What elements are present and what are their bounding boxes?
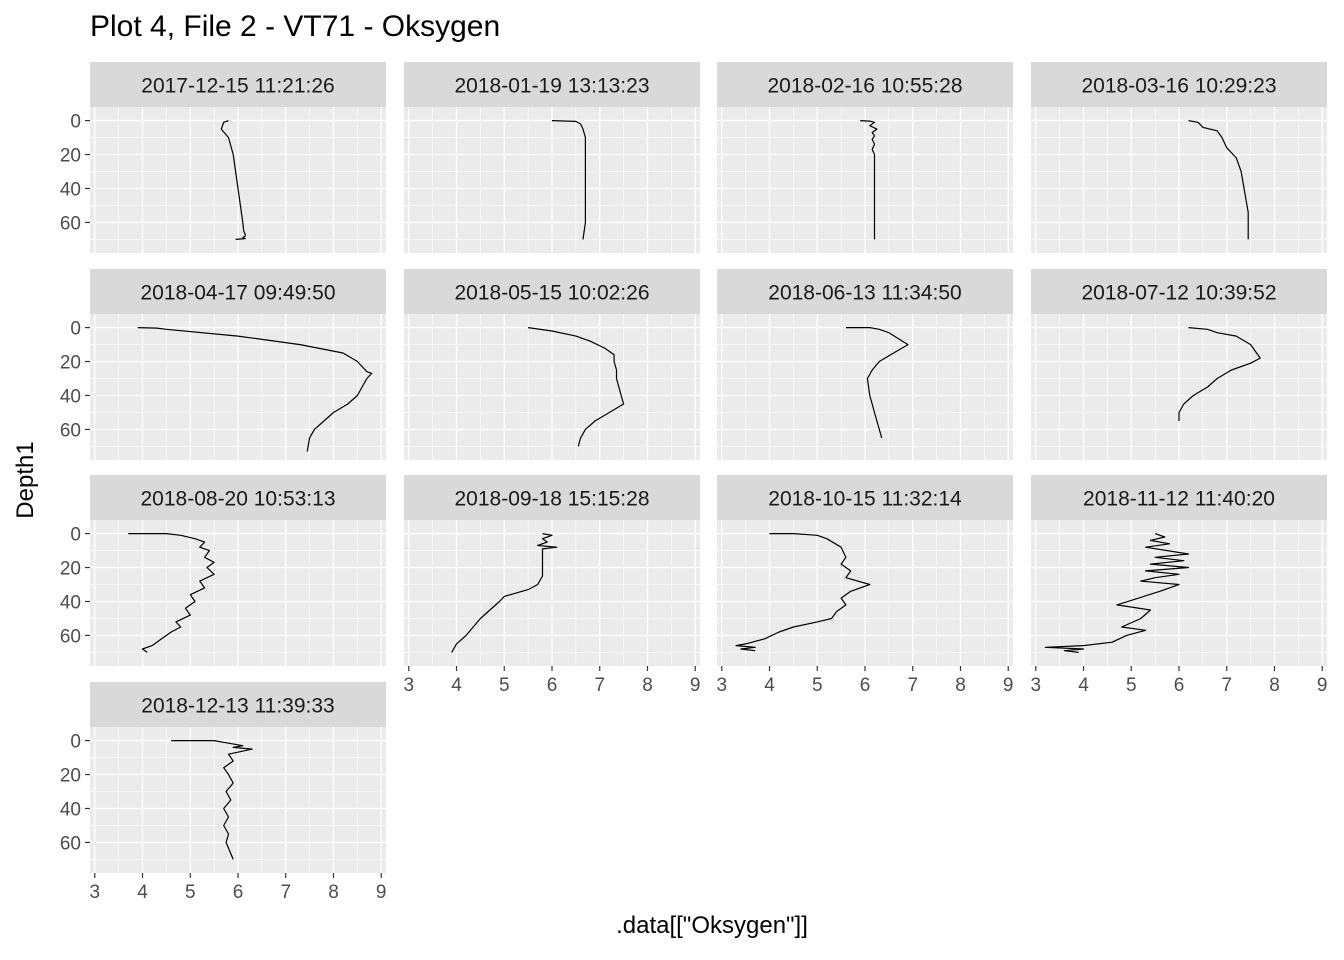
x-tick-label: 5 bbox=[185, 882, 196, 903]
x-tick-label: 5 bbox=[499, 675, 510, 696]
facet-strip bbox=[1031, 269, 1327, 314]
facet-strip bbox=[717, 62, 1013, 107]
x-tick-label: 4 bbox=[764, 675, 775, 696]
facet-strip-label: 2017-12-15 11:21:26 bbox=[141, 75, 334, 98]
facet-strip-label: 2018-07-12 10:39:52 bbox=[1082, 282, 1277, 305]
x-tick-label: 9 bbox=[376, 882, 387, 903]
facet-strip bbox=[404, 269, 700, 314]
y-tick-label: 0 bbox=[70, 732, 81, 753]
facet-strip-label: 2018-12-13 11:39:33 bbox=[141, 695, 334, 718]
y-tick-label: 60 bbox=[60, 626, 81, 647]
facet-strip-label: 2018-11-12 11:40:20 bbox=[1083, 488, 1275, 511]
y-tick-label: 40 bbox=[60, 386, 81, 407]
profile-line bbox=[137, 327, 373, 452]
x-axis-label: .data[["Oksygen"]] bbox=[616, 912, 808, 939]
profile-line bbox=[1178, 327, 1261, 421]
y-tick-label: 60 bbox=[60, 213, 81, 234]
y-tick-label: 40 bbox=[60, 592, 81, 613]
y-axis-label: Depth1 bbox=[12, 441, 39, 519]
facet-strip bbox=[404, 475, 700, 520]
x-tick-label: 9 bbox=[1003, 675, 1014, 696]
x-tick-label: 7 bbox=[280, 882, 291, 903]
profile-line bbox=[1044, 533, 1190, 653]
y-tick-label: 40 bbox=[60, 179, 81, 200]
x-tick-label: 6 bbox=[1174, 675, 1185, 696]
facet-strip bbox=[90, 475, 386, 520]
facet-strip bbox=[90, 682, 386, 727]
x-tick-label: 6 bbox=[547, 675, 558, 696]
x-tick-label: 6 bbox=[860, 675, 871, 696]
x-tick-label: 4 bbox=[451, 675, 462, 696]
x-tick-label: 3 bbox=[1030, 675, 1041, 696]
facet-strip-label: 2018-06-13 11:34:50 bbox=[768, 282, 961, 305]
profile-line bbox=[528, 327, 625, 447]
x-tick-label: 7 bbox=[1221, 675, 1232, 696]
x-tick-label: 9 bbox=[690, 675, 701, 696]
y-tick-label: 0 bbox=[70, 525, 81, 546]
y-tick-label: 0 bbox=[70, 112, 81, 133]
profile-line bbox=[735, 532, 871, 652]
x-tick-label: 3 bbox=[403, 675, 414, 696]
facet-strip-label: 2018-01-19 13:13:23 bbox=[455, 75, 650, 98]
profile-line bbox=[171, 739, 253, 860]
y-tick-label: 40 bbox=[60, 799, 81, 820]
facet-strip-label: 2018-02-16 10:55:28 bbox=[768, 75, 963, 98]
facet-strip bbox=[717, 269, 1013, 314]
profile-line bbox=[860, 120, 878, 240]
facet-strip-label: 2018-10-15 11:32:14 bbox=[768, 488, 962, 511]
facet-strip bbox=[90, 62, 386, 107]
facet-strip bbox=[1031, 475, 1327, 520]
profile-line bbox=[220, 120, 246, 240]
facet-strip-label: 2018-08-20 10:53:13 bbox=[141, 488, 336, 511]
y-tick-label: 20 bbox=[60, 559, 81, 580]
profile-line bbox=[451, 533, 558, 653]
x-tick-label: 5 bbox=[812, 675, 823, 696]
x-tick-label: 8 bbox=[328, 882, 339, 903]
facet-strip bbox=[1031, 62, 1327, 107]
facet-strip bbox=[90, 269, 386, 314]
x-tick-label: 4 bbox=[1078, 675, 1089, 696]
facet-strip bbox=[404, 62, 700, 107]
y-tick-label: 20 bbox=[60, 146, 81, 167]
facet-strip bbox=[717, 475, 1013, 520]
facet-strip-label: 2018-03-16 10:29:23 bbox=[1082, 75, 1277, 98]
chart-title: Plot 4, File 2 - VT71 - Oksygen bbox=[90, 10, 501, 43]
y-tick-label: 60 bbox=[60, 833, 81, 854]
x-tick-label: 8 bbox=[955, 675, 966, 696]
y-tick-label: 20 bbox=[60, 766, 81, 787]
x-tick-label: 8 bbox=[642, 675, 653, 696]
x-tick-label: 8 bbox=[1269, 675, 1280, 696]
profile-line bbox=[1188, 120, 1249, 240]
x-tick-label: 3 bbox=[716, 675, 727, 696]
x-tick-label: 4 bbox=[137, 882, 148, 903]
facet-strip-label: 2018-04-17 09:49:50 bbox=[141, 282, 336, 305]
facet-strip-label: 2018-05-15 10:02:26 bbox=[455, 282, 650, 305]
y-tick-label: 0 bbox=[70, 319, 81, 340]
profile-line bbox=[551, 120, 587, 240]
x-tick-label: 7 bbox=[594, 675, 605, 696]
y-tick-label: 20 bbox=[60, 353, 81, 374]
profile-line bbox=[128, 532, 215, 653]
x-tick-label: 6 bbox=[233, 882, 244, 903]
x-tick-label: 7 bbox=[907, 675, 918, 696]
x-tick-label: 9 bbox=[1317, 675, 1328, 696]
y-tick-label: 60 bbox=[60, 420, 81, 441]
facet-strip-label: 2018-09-18 15:15:28 bbox=[455, 488, 650, 511]
profile-line bbox=[845, 327, 909, 439]
x-tick-label: 3 bbox=[89, 882, 100, 903]
x-tick-label: 5 bbox=[1126, 675, 1137, 696]
